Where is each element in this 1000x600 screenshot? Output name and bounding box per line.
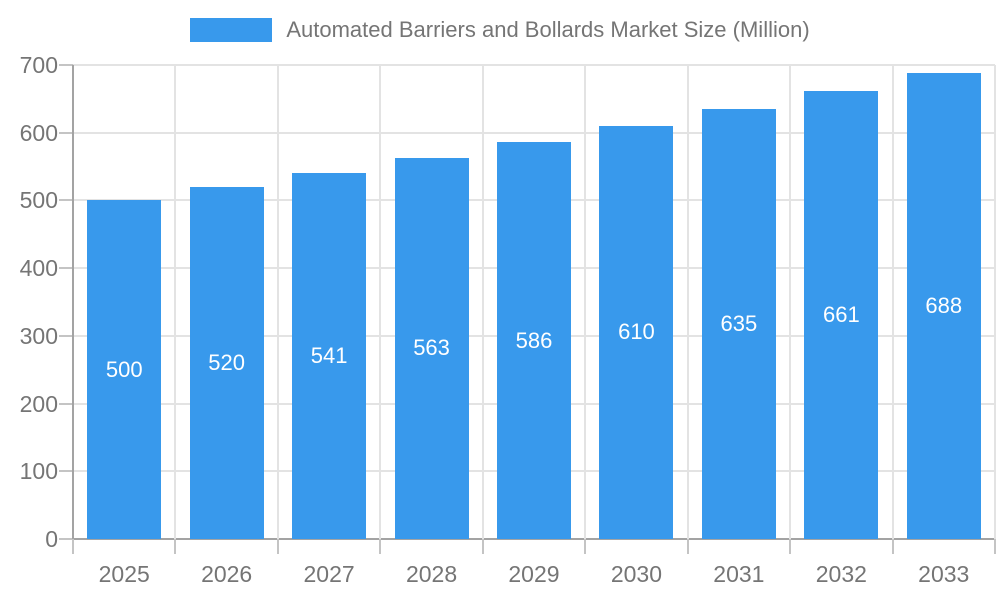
y-tick: [59, 402, 73, 405]
bar: [189, 186, 264, 539]
y-tick: [59, 131, 73, 134]
x-axis-label: 2029: [508, 561, 560, 587]
y-tick: [59, 267, 73, 270]
x-axis-line: [73, 538, 995, 540]
bar: [804, 91, 879, 539]
legend[interactable]: Automated Barriers and Bollards Market S…: [0, 17, 1000, 43]
x-axis-label: 2033: [918, 561, 970, 587]
x-axis-label: 2030: [610, 561, 663, 587]
y-tick: [59, 199, 73, 202]
gridline-v: [686, 65, 689, 539]
bar-value-label: 563: [413, 335, 450, 361]
gridline-v: [789, 65, 792, 539]
x-tick: [379, 539, 382, 554]
y-axis-label: 100: [19, 458, 58, 485]
y-axis-label: 0: [45, 526, 58, 552]
y-axis-line: [72, 65, 74, 539]
bar-value-label: 520: [208, 349, 246, 375]
y-axis-label: 700: [19, 52, 58, 78]
gridline-h: [73, 64, 995, 66]
x-tick: [72, 539, 74, 554]
bar-value-label: 500: [105, 356, 143, 382]
x-axis-label: 2031: [713, 561, 765, 587]
gridline-v: [891, 65, 894, 539]
bar: [497, 142, 571, 539]
gridline-v: [994, 65, 996, 539]
bar: [599, 125, 674, 539]
gridline-v: [584, 65, 587, 539]
x-axis-label: 2026: [201, 561, 253, 587]
y-axis-label: 200: [19, 390, 58, 417]
x-tick: [276, 539, 279, 554]
bar: [701, 109, 776, 539]
bar: [292, 172, 367, 539]
gridline-h: [73, 131, 995, 134]
y-axis-label: 600: [19, 119, 58, 146]
y-axis-label: 300: [19, 322, 58, 349]
bar-value-label: 661: [822, 302, 860, 328]
legend-swatch: [190, 18, 273, 42]
legend-label: Automated Barriers and Bollards Market S…: [286, 17, 810, 42]
bar-value-label: 635: [720, 311, 758, 336]
x-tick: [686, 539, 689, 554]
bar-value-label: 541: [310, 342, 348, 368]
x-tick: [789, 539, 792, 554]
bar-value-label: 586: [515, 327, 553, 353]
bar-value-label: 688: [925, 293, 963, 319]
y-tick: [59, 64, 73, 66]
x-tick: [584, 539, 587, 554]
x-tick: [891, 539, 894, 554]
x-axis-label: 2028: [405, 561, 458, 587]
bar-value-label: 610: [618, 319, 655, 345]
bar: [87, 200, 162, 539]
gridline-v: [379, 65, 382, 539]
bar: [394, 157, 469, 539]
y-axis-label: 400: [19, 255, 58, 282]
x-axis-label: 2025: [98, 561, 150, 587]
y-axis-label: 500: [19, 187, 58, 214]
gridline-v: [174, 65, 177, 539]
x-axis-label: 2027: [303, 561, 355, 587]
gridline-v: [276, 65, 279, 539]
gridline-v: [481, 65, 484, 539]
x-axis-label: 2032: [815, 561, 867, 587]
bar: [906, 73, 981, 539]
x-tick: [481, 539, 484, 554]
y-tick: [59, 470, 73, 473]
y-tick: [59, 334, 73, 337]
x-tick: [174, 539, 177, 554]
y-tick: [59, 538, 73, 540]
x-tick: [994, 539, 996, 554]
